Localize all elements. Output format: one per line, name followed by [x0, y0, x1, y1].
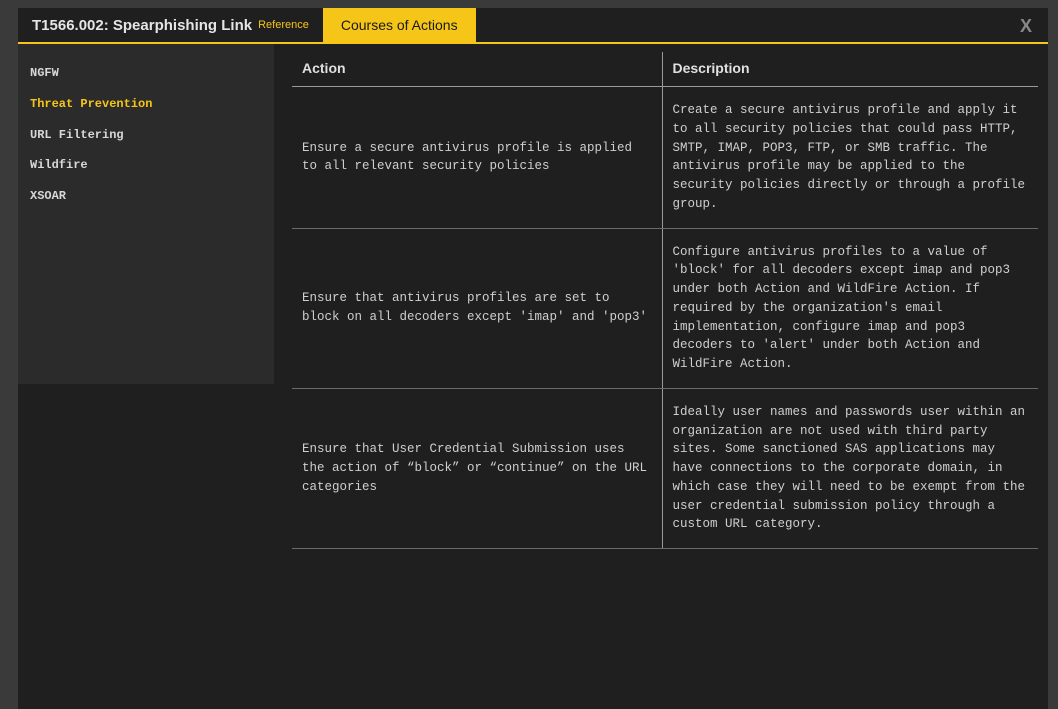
modal-body: NGFW Threat Prevention URL Filtering Wil… — [18, 44, 1048, 709]
modal-panel: T1566.002: Spearphishing Link Reference … — [18, 8, 1048, 709]
actions-table: Action Description Ensure a secure antiv… — [292, 52, 1038, 549]
close-icon[interactable]: X — [1014, 8, 1038, 44]
sidebar-item-url-filtering[interactable]: URL Filtering — [30, 120, 262, 151]
cell-description: Create a secure antivirus profile and ap… — [662, 87, 1038, 229]
modal-header: T1566.002: Spearphishing Link Reference … — [18, 8, 1048, 44]
title-area: T1566.002: Spearphishing Link Reference — [18, 8, 323, 42]
table-row: Ensure that antivirus profiles are set t… — [292, 228, 1038, 388]
cell-description: Configure antivirus profiles to a value … — [662, 228, 1038, 388]
technique-title: T1566.002: Spearphishing Link — [32, 17, 252, 34]
sidebar-item-xsoar[interactable]: XSOAR — [30, 181, 262, 212]
table-row: Ensure that User Credential Submission u… — [292, 388, 1038, 548]
sidebar-item-wildfire[interactable]: Wildfire — [30, 150, 262, 181]
tab-courses-of-actions[interactable]: Courses of Actions — [323, 8, 476, 42]
cell-description: Ideally user names and passwords user wi… — [662, 388, 1038, 548]
sidebar-item-threat-prevention[interactable]: Threat Prevention — [30, 89, 262, 120]
table-row: Ensure a secure antivirus profile is app… — [292, 87, 1038, 229]
col-action-header: Action — [292, 52, 662, 87]
content-area: Action Description Ensure a secure antiv… — [274, 44, 1048, 709]
cell-action: Ensure that User Credential Submission u… — [292, 388, 662, 548]
col-description-header: Description — [662, 52, 1038, 87]
table-header-row: Action Description — [292, 52, 1038, 87]
sidebar: NGFW Threat Prevention URL Filtering Wil… — [18, 44, 274, 384]
sidebar-item-ngfw[interactable]: NGFW — [30, 58, 262, 89]
cell-action: Ensure a secure antivirus profile is app… — [292, 87, 662, 229]
reference-link[interactable]: Reference — [258, 19, 309, 31]
cell-action: Ensure that antivirus profiles are set t… — [292, 228, 662, 388]
